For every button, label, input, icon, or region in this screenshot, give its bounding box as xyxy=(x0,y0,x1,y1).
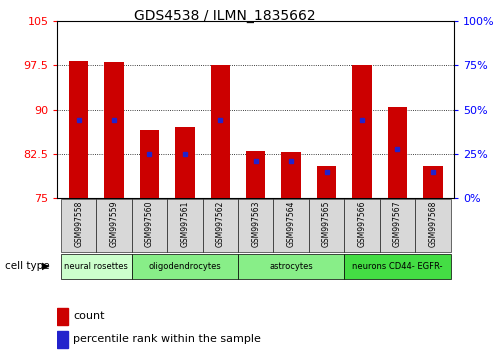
Bar xyxy=(104,62,124,198)
Text: neural rosettes: neural rosettes xyxy=(64,262,128,271)
Text: GSM997559: GSM997559 xyxy=(110,200,119,247)
FancyBboxPatch shape xyxy=(96,199,132,252)
FancyBboxPatch shape xyxy=(61,199,96,252)
Text: GSM997565: GSM997565 xyxy=(322,200,331,247)
Text: GSM997566: GSM997566 xyxy=(357,200,366,247)
Bar xyxy=(175,127,195,198)
Text: GSM997564: GSM997564 xyxy=(286,200,296,247)
Text: GSM997562: GSM997562 xyxy=(216,200,225,247)
FancyBboxPatch shape xyxy=(132,199,167,252)
Bar xyxy=(423,166,443,198)
Bar xyxy=(352,65,372,198)
FancyBboxPatch shape xyxy=(415,199,451,252)
FancyBboxPatch shape xyxy=(61,254,132,279)
Text: GSM997561: GSM997561 xyxy=(181,200,190,247)
FancyBboxPatch shape xyxy=(344,254,451,279)
Text: GSM997558: GSM997558 xyxy=(74,200,83,247)
Text: ▶: ▶ xyxy=(42,261,50,271)
FancyBboxPatch shape xyxy=(238,199,273,252)
Bar xyxy=(211,65,230,198)
Text: astrocytes: astrocytes xyxy=(269,262,313,271)
Bar xyxy=(281,152,301,198)
Text: neurons CD44- EGFR-: neurons CD44- EGFR- xyxy=(352,262,443,271)
FancyBboxPatch shape xyxy=(273,199,309,252)
FancyBboxPatch shape xyxy=(309,199,344,252)
Text: GSM997567: GSM997567 xyxy=(393,200,402,247)
FancyBboxPatch shape xyxy=(132,254,238,279)
FancyBboxPatch shape xyxy=(238,254,344,279)
Text: oligodendrocytes: oligodendrocytes xyxy=(149,262,221,271)
Bar xyxy=(140,130,159,198)
Text: GSM997560: GSM997560 xyxy=(145,200,154,247)
Bar xyxy=(388,107,407,198)
Bar xyxy=(69,61,88,198)
Bar xyxy=(246,151,265,198)
FancyBboxPatch shape xyxy=(380,199,415,252)
Text: count: count xyxy=(73,312,105,321)
FancyBboxPatch shape xyxy=(344,199,380,252)
Bar xyxy=(57,308,68,325)
Text: percentile rank within the sample: percentile rank within the sample xyxy=(73,335,261,344)
Text: GSM997568: GSM997568 xyxy=(428,200,437,247)
FancyBboxPatch shape xyxy=(167,199,203,252)
Text: GSM997563: GSM997563 xyxy=(251,200,260,247)
Text: cell type: cell type xyxy=(5,261,49,271)
Bar xyxy=(317,166,336,198)
Text: GDS4538 / ILMN_1835662: GDS4538 / ILMN_1835662 xyxy=(134,9,315,23)
FancyBboxPatch shape xyxy=(203,199,238,252)
Bar xyxy=(57,331,68,348)
